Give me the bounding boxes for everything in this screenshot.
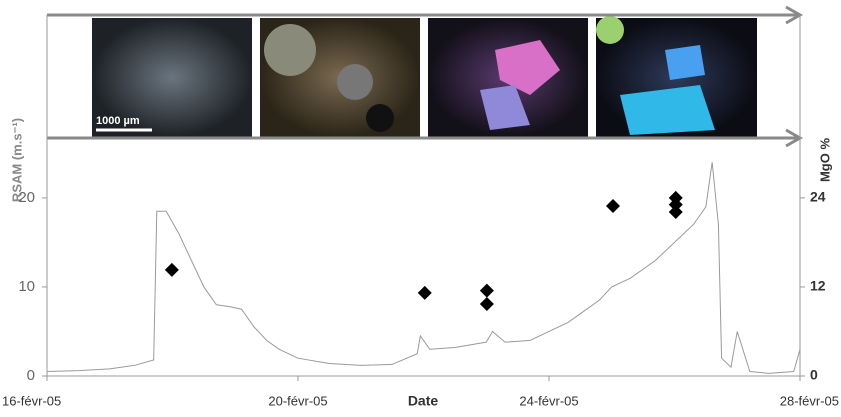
mgo-point xyxy=(479,297,494,312)
y2-tick-label: 12 xyxy=(810,278,826,294)
y-tick-label: 0 xyxy=(27,367,35,384)
crystal xyxy=(620,85,715,135)
mgo-point xyxy=(479,283,494,298)
mgo-point xyxy=(164,262,179,277)
mgo-point xyxy=(668,204,683,219)
y-tick-label: 10 xyxy=(18,278,35,295)
crystal xyxy=(665,45,705,80)
x-tick-label: 20-févr-05 xyxy=(268,393,327,408)
micrographs: 1000 µm xyxy=(92,16,757,137)
y-axis-label: RSAM (m.s⁻¹) xyxy=(9,118,24,202)
mgo-point xyxy=(668,197,683,212)
x-tick-label: 28-févr-05 xyxy=(780,393,839,408)
crystal xyxy=(495,40,560,95)
mgo-point xyxy=(417,285,432,300)
rsam-line xyxy=(46,162,801,374)
mgo-point xyxy=(606,199,621,214)
crystal xyxy=(366,104,394,132)
micrograph xyxy=(92,18,252,137)
scale-label: 1000 µm xyxy=(96,115,140,127)
crystal xyxy=(264,24,316,76)
y-tick-label: 20 xyxy=(18,189,35,206)
x-tick-label: 16-févr-05 xyxy=(2,393,61,408)
x-tick-label: 24-févr-05 xyxy=(519,393,578,408)
x-axis-label: Date xyxy=(408,393,439,409)
crystal xyxy=(337,64,373,100)
y2-tick-label: 0 xyxy=(810,367,818,383)
crystal xyxy=(480,85,530,130)
y2-tick-label: 24 xyxy=(810,189,826,205)
crystal xyxy=(596,16,624,44)
y2-axis-label: MgO % xyxy=(817,138,832,182)
